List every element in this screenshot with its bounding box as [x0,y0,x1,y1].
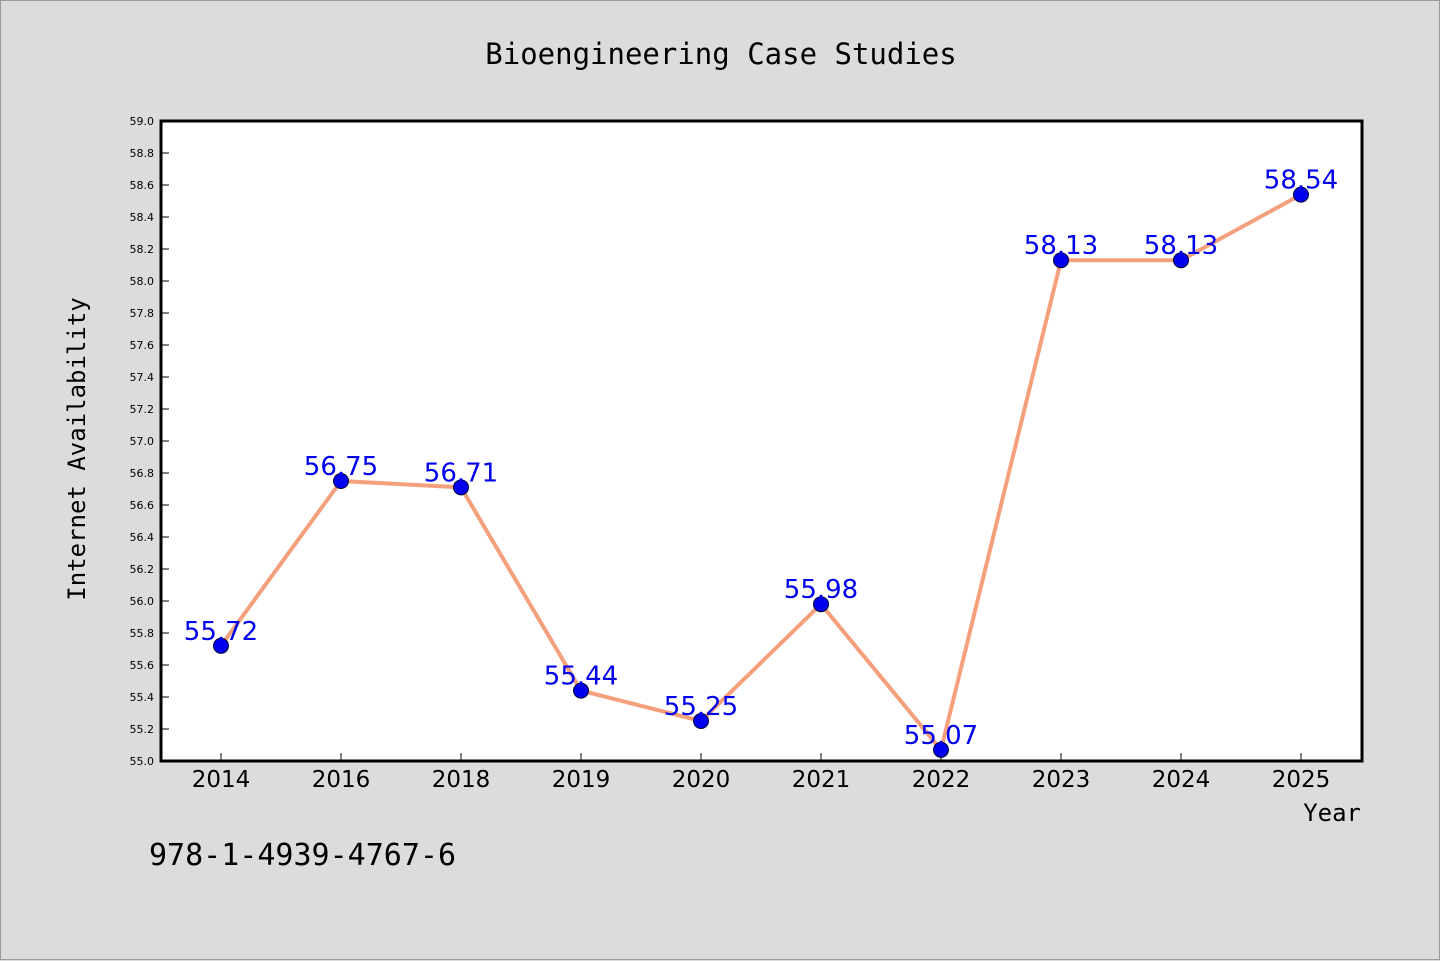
x-tick-label: 2022 [912,767,971,793]
x-axis: 2014 2016 2018 2019 2020 2021 2022 2023 2024 2025 [192,753,1331,793]
y-tick-label: 57.0 [130,435,155,448]
data-label: 58.13 [1144,231,1218,261]
y-tick-label: 56.4 [130,531,155,544]
x-tick-label: 2025 [1272,767,1331,793]
data-label: 58.13 [1024,231,1098,261]
y-tick-label: 57.4 [130,371,155,384]
data-point [933,741,949,758]
data-label: 55.98 [784,575,858,605]
x-tick-label: 2019 [552,767,611,793]
data-label: 56.75 [304,452,378,482]
chart-title: Bioengineering Case Studies [485,37,956,71]
data-point [1053,252,1069,269]
y-tick-label: 57.6 [130,339,155,352]
series-line [219,192,1302,752]
y-tick-label: 58.8 [130,147,155,160]
y-tick-label: 55.4 [130,691,155,704]
y-tick-label: 58.0 [130,275,155,288]
x-tick-label: 2014 [192,767,251,793]
data-label: 55.25 [664,692,738,722]
y-tick-label: 56.2 [130,563,155,576]
y-tick-label: 58.6 [130,179,155,192]
y-tick-label: 57.8 [130,307,155,320]
y-tick-label: 59.0 [130,115,155,128]
y-tick-label: 56.6 [130,499,155,512]
y-tick-label: 55.2 [130,723,155,736]
x-tick-label: 2021 [792,767,851,793]
series-group: 55.72 56.75 56.71 55.44 55.25 55.98 55.07 58.13… [184,166,1338,758]
y-tick-label: 58.4 [130,211,155,224]
x-tick-label: 2020 [672,767,731,793]
data-label: 55.07 [904,721,978,751]
x-tick-label: 2023 [1032,767,1091,793]
footer-code: 978-1-4939-4767-6 [149,838,456,873]
data-point [573,682,589,699]
x-tick-label: 2024 [1152,767,1211,793]
data-label: 55.72 [184,617,258,647]
x-axis-label: Year [1303,799,1361,827]
data-point [1173,252,1189,269]
plot-area [159,119,1364,763]
x-tick-label: 2018 [432,767,491,793]
y-axis: 55.0 55.2 55.4 55.6 55.8 56.0 56.2 56.4 56.6 56.8… [130,115,169,768]
data-point [693,713,709,729]
y-tick-label: 58.2 [130,243,155,256]
data-label: 58.54 [1264,166,1338,196]
y-tick-label: 55.8 [130,627,155,640]
y-tick-label: 56.0 [130,595,155,608]
data-point [813,596,829,613]
y-tick-label: 57.2 [130,403,155,416]
y-tick-label: 55.6 [130,659,155,672]
data-label: 56.71 [424,458,498,488]
x-tick-label: 2016 [312,767,371,793]
y-axis-label: Internet Availability [63,297,91,600]
y-tick-label: 56.8 [130,467,155,480]
y-tick-label: 55.0 [130,755,155,768]
data-point [333,473,349,489]
data-point [213,637,229,654]
data-label: 55.44 [544,662,618,692]
data-point [453,479,469,496]
data-point [1293,186,1309,203]
